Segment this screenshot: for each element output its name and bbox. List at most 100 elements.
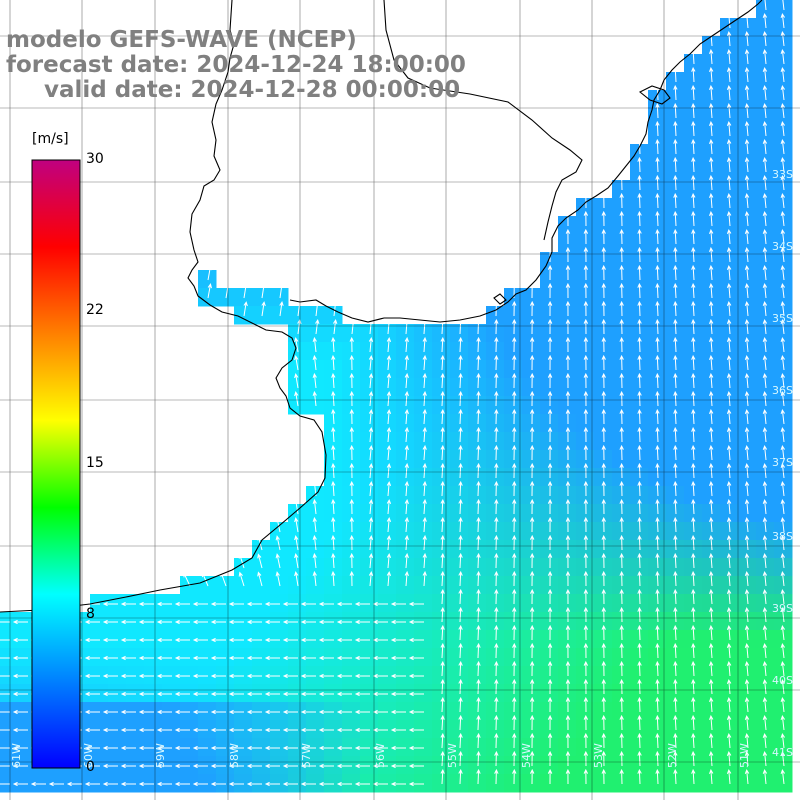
wind-arrow xyxy=(709,318,714,335)
field-cell xyxy=(216,684,235,703)
wind-arrow xyxy=(780,336,786,353)
field-cell xyxy=(342,450,361,469)
field-cell xyxy=(396,684,415,703)
wind-arrow xyxy=(349,408,354,425)
field-cell xyxy=(288,612,307,631)
wind-arrow xyxy=(458,660,463,677)
field-cell xyxy=(324,576,343,595)
field-cell xyxy=(558,324,577,343)
field-cell xyxy=(216,702,235,721)
wind-arrow xyxy=(210,601,226,607)
field-cell xyxy=(180,738,199,757)
wind-arrow xyxy=(404,390,409,407)
field-cell xyxy=(252,738,271,757)
wind-arrow xyxy=(565,372,571,389)
wind-arrow xyxy=(762,552,768,569)
wind-arrow xyxy=(529,768,535,785)
wind-arrow xyxy=(404,480,409,497)
field-cell xyxy=(558,342,577,361)
wind-arrow xyxy=(404,372,409,389)
field-cell xyxy=(594,468,613,487)
field-cell xyxy=(504,540,523,559)
wind-arrow xyxy=(476,768,481,785)
field-cell xyxy=(702,36,721,55)
wind-arrow xyxy=(174,673,190,679)
field-cell xyxy=(450,594,469,613)
field-cell xyxy=(720,414,739,433)
field-cell xyxy=(702,108,721,127)
wind-arrow xyxy=(512,606,517,623)
field-cell xyxy=(504,720,523,739)
wind-arrow xyxy=(726,444,732,461)
field-cell xyxy=(558,270,577,289)
wind-arrow xyxy=(601,570,606,587)
wind-arrow xyxy=(565,606,571,623)
field-cell xyxy=(450,756,469,775)
wind-arrow xyxy=(192,691,208,697)
field-cell xyxy=(288,630,307,649)
wind-arrow xyxy=(120,763,136,769)
wind-arrow xyxy=(282,601,298,607)
wind-arrow xyxy=(331,444,336,461)
wind-arrow xyxy=(744,768,750,785)
wind-arrow xyxy=(565,552,571,569)
field-cell xyxy=(756,378,775,397)
wind-arrow xyxy=(12,655,28,661)
wind-arrow xyxy=(458,552,463,569)
field-cell xyxy=(720,558,739,577)
field-cell xyxy=(522,342,541,361)
field-cell xyxy=(378,486,397,505)
wind-arrow xyxy=(494,750,499,767)
wind-arrow xyxy=(726,534,732,551)
wind-arrow xyxy=(691,300,696,317)
field-cell xyxy=(198,666,217,685)
colorbar-tick: 15 xyxy=(86,455,104,471)
wind-arrow xyxy=(780,516,786,533)
wind-arrow xyxy=(762,102,768,119)
field-cell xyxy=(738,324,757,343)
field-cell xyxy=(450,558,469,577)
wind-arrow xyxy=(637,696,642,713)
field-cell xyxy=(180,774,199,793)
wind-arrow xyxy=(762,174,768,191)
field-cell xyxy=(666,216,685,235)
field-cell xyxy=(540,396,559,415)
wind-arrow xyxy=(512,372,517,389)
wind-arrow xyxy=(762,570,768,587)
wind-arrow xyxy=(458,408,463,425)
wind-arrow xyxy=(120,745,136,751)
wind-arrow xyxy=(655,390,660,407)
field-cell xyxy=(396,738,415,757)
field-cell xyxy=(342,432,361,451)
field-cell xyxy=(558,432,577,451)
lat-label: 35S xyxy=(772,312,793,325)
field-cell xyxy=(450,450,469,469)
wind-arrow xyxy=(386,570,392,587)
field-cell xyxy=(468,504,487,523)
field-cell xyxy=(702,234,721,253)
field-cell xyxy=(558,720,577,739)
wind-arrow xyxy=(762,516,768,533)
wind-arrow xyxy=(762,84,768,101)
field-cell xyxy=(648,666,667,685)
wind-arrow xyxy=(583,678,589,695)
field-cell xyxy=(558,666,577,685)
lon-label: 54W xyxy=(520,743,533,768)
field-cell xyxy=(630,288,649,307)
wind-arrow xyxy=(331,534,336,551)
field-cell xyxy=(144,756,163,775)
field-cell xyxy=(342,612,361,631)
field-cell xyxy=(576,756,595,775)
field-cell xyxy=(684,180,703,199)
wind-arrow xyxy=(458,534,463,551)
lat-label: 37S xyxy=(772,456,793,469)
field-cell xyxy=(432,504,451,523)
wind-arrow xyxy=(120,601,136,607)
wind-arrow xyxy=(264,727,280,733)
field-cell xyxy=(594,378,613,397)
field-cell xyxy=(432,324,451,343)
wind-arrow xyxy=(228,673,244,679)
wind-arrow xyxy=(440,426,445,443)
field-cell xyxy=(612,360,631,379)
wind-arrow xyxy=(709,660,714,677)
